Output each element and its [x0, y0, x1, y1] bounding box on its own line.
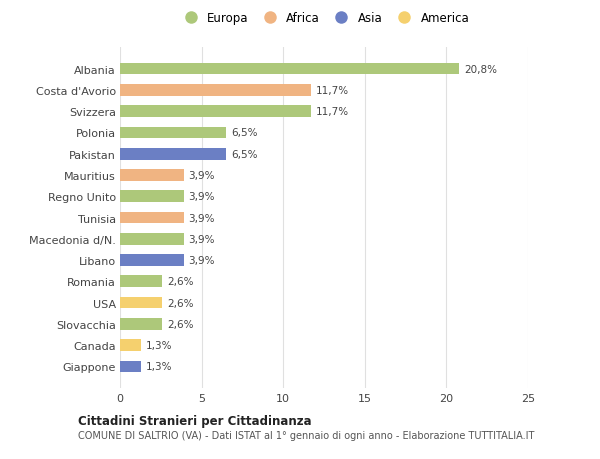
- Bar: [120, 64, 460, 75]
- Bar: [120, 170, 184, 181]
- Text: 2,6%: 2,6%: [167, 298, 194, 308]
- Legend: Europa, Africa, Asia, America: Europa, Africa, Asia, America: [176, 10, 472, 28]
- Text: 3,9%: 3,9%: [188, 256, 215, 265]
- Text: 1,3%: 1,3%: [146, 362, 173, 372]
- Bar: [120, 106, 311, 118]
- Text: COMUNE DI SALTRIO (VA) - Dati ISTAT al 1° gennaio di ogni anno - Elaborazione TU: COMUNE DI SALTRIO (VA) - Dati ISTAT al 1…: [78, 431, 535, 440]
- Text: 11,7%: 11,7%: [316, 107, 349, 117]
- Text: 6,5%: 6,5%: [231, 128, 257, 138]
- Text: 2,6%: 2,6%: [167, 277, 194, 287]
- Text: 6,5%: 6,5%: [231, 149, 257, 159]
- Text: Cittadini Stranieri per Cittadinanza: Cittadini Stranieri per Cittadinanza: [78, 414, 311, 428]
- Bar: [120, 212, 184, 224]
- Bar: [120, 127, 226, 139]
- Bar: [120, 276, 163, 287]
- Text: 2,6%: 2,6%: [167, 319, 194, 329]
- Text: 3,9%: 3,9%: [188, 192, 215, 202]
- Bar: [120, 234, 184, 245]
- Text: 11,7%: 11,7%: [316, 86, 349, 95]
- Bar: [120, 85, 311, 96]
- Bar: [120, 149, 226, 160]
- Bar: [120, 191, 184, 202]
- Bar: [120, 318, 163, 330]
- Bar: [120, 255, 184, 266]
- Text: 20,8%: 20,8%: [464, 64, 497, 74]
- Bar: [120, 361, 141, 372]
- Text: 1,3%: 1,3%: [146, 341, 173, 350]
- Bar: [120, 297, 163, 309]
- Text: 3,9%: 3,9%: [188, 213, 215, 223]
- Text: 3,9%: 3,9%: [188, 234, 215, 244]
- Text: 3,9%: 3,9%: [188, 171, 215, 180]
- Bar: [120, 340, 141, 351]
